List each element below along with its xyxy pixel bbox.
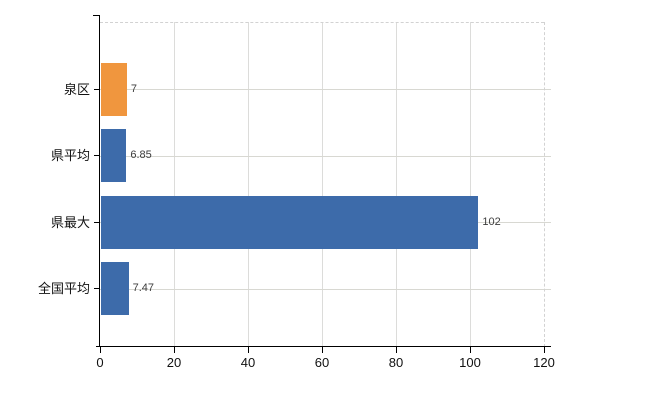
bar-value-label: 6.85 — [130, 149, 152, 161]
y-axis-label: 全国平均 — [37, 281, 90, 296]
x-tick-mark — [395, 347, 397, 353]
vertical-gridline — [248, 22, 249, 347]
x-tick-mark — [321, 347, 323, 353]
y-axis-label: 泉区 — [63, 81, 90, 97]
vertical-gridline — [396, 22, 397, 347]
plot-border-right — [544, 22, 545, 347]
x-tick-mark — [543, 347, 545, 353]
bar-2 — [101, 129, 127, 182]
x-axis-tick-label: 40 — [240, 355, 256, 370]
y-tick-mark — [94, 221, 100, 223]
y-axis-line — [98, 15, 100, 347]
row-gridline — [100, 288, 551, 290]
x-axis-tick-label: 80 — [388, 355, 404, 370]
bar-1 — [101, 62, 127, 116]
y-tick-mark — [94, 288, 100, 289]
vertical-gridline — [470, 22, 471, 347]
vertical-gridline — [322, 22, 323, 347]
x-tick-mark — [247, 347, 249, 353]
y-tick-mark — [94, 88, 100, 90]
x-tick-mark — [469, 347, 471, 353]
bar-4 — [101, 262, 129, 315]
x-axis-line — [96, 345, 551, 347]
row-gridline — [100, 155, 551, 157]
plot-border-top — [100, 22, 544, 23]
row-gridline — [100, 89, 551, 90]
y-axis-label: 県最大 — [50, 214, 90, 230]
x-axis-tick-label: 0 — [96, 355, 104, 370]
vertical-gridline — [174, 22, 175, 347]
y-axis-label: 県平均 — [50, 148, 90, 163]
x-tick-mark — [173, 347, 175, 353]
bar-value-label: 7 — [130, 82, 138, 95]
bar-value-label: 102 — [482, 215, 501, 228]
x-tick-mark — [99, 347, 101, 353]
bar-value-label: 7.47 — [132, 282, 155, 294]
y-axis-top-tick — [93, 14, 100, 16]
x-axis-tick-label: 100 — [459, 355, 481, 370]
x-axis-tick-label: 60 — [314, 355, 330, 370]
bar-3 — [101, 195, 479, 249]
x-axis-tick-label: 120 — [533, 355, 555, 370]
y-tick-mark — [94, 155, 100, 156]
x-axis-tick-label: 20 — [166, 355, 182, 370]
